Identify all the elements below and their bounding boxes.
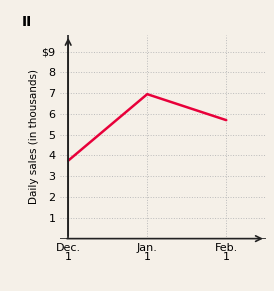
Text: II: II bbox=[22, 15, 32, 29]
Y-axis label: Daily sales (in thousands): Daily sales (in thousands) bbox=[28, 69, 39, 204]
